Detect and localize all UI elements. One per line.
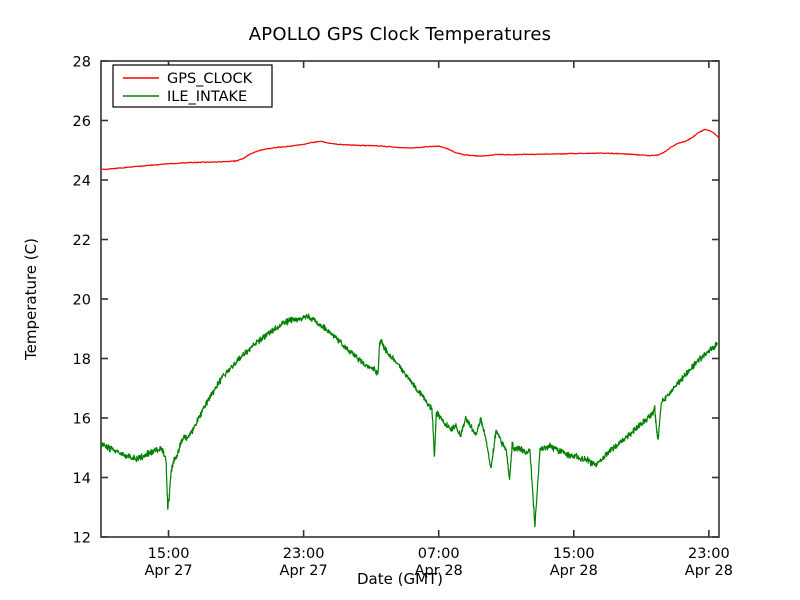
x-tick-label-time: 15:00 — [148, 546, 190, 562]
y-tick-label: 18 — [73, 352, 91, 368]
legend-label-gps-clock: GPS_CLOCK — [167, 71, 253, 87]
x-tick-label-date: Apr 27 — [280, 563, 328, 579]
series-line-ile-intake — [100, 313, 718, 528]
y-axis-label: Temperature (C) — [22, 238, 40, 360]
x-tick-label-time: 23:00 — [688, 546, 730, 562]
y-tick-label: 22 — [73, 233, 91, 249]
legend-label-ile-intake: ILE_INTAKE — [167, 89, 247, 105]
x-tick-label-time: 23:00 — [283, 546, 325, 562]
y-tick-label: 12 — [73, 531, 91, 547]
x-tick-label-time: 15:00 — [553, 546, 595, 562]
x-tick-label-date: Apr 27 — [144, 563, 192, 579]
legend-box — [112, 64, 273, 108]
y-tick-label: 28 — [73, 55, 91, 71]
x-tick-label-date: Apr 28 — [415, 563, 463, 579]
x-tick-label-date: Apr 28 — [550, 563, 598, 579]
x-tick-label-time: 07:00 — [418, 546, 460, 562]
y-tick-label: 26 — [73, 114, 91, 130]
plot-frame — [100, 60, 720, 538]
y-tick-label: 20 — [73, 293, 91, 309]
y-tick-label: 24 — [73, 174, 91, 190]
y-tick-label: 16 — [73, 412, 91, 428]
x-axis-label: Date (GMT) — [356, 570, 444, 588]
chart-title: APOLLO GPS Clock Temperatures — [248, 24, 552, 45]
x-tick-label-date: Apr 28 — [685, 563, 733, 579]
series-line-gps-clock — [100, 128, 720, 171]
y-tick-label: 14 — [73, 471, 91, 487]
